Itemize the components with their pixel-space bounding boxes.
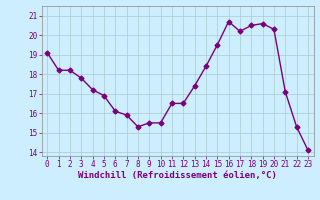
X-axis label: Windchill (Refroidissement éolien,°C): Windchill (Refroidissement éolien,°C) (78, 171, 277, 180)
